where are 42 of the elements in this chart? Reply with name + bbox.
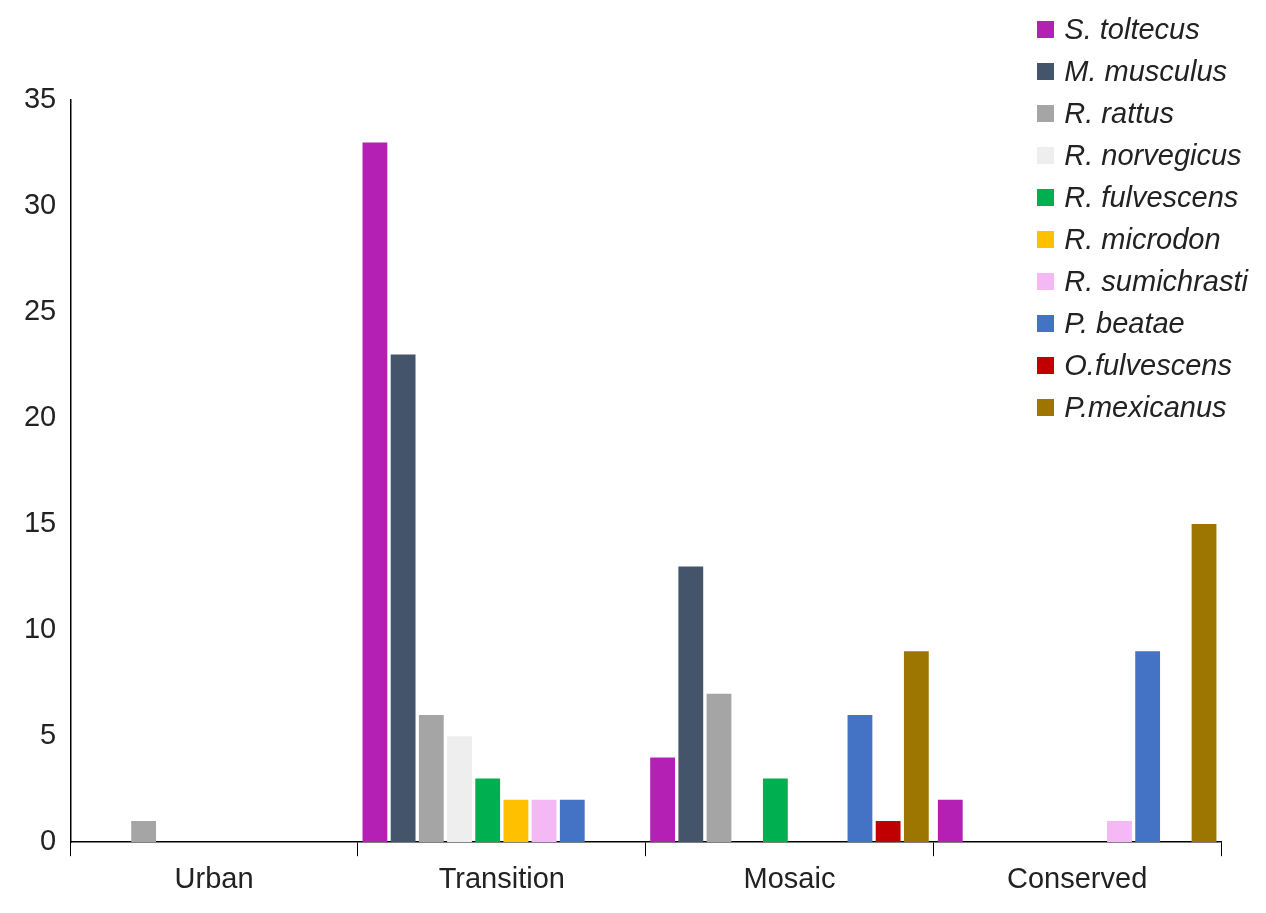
x-tick-label: Urban: [174, 861, 254, 894]
bar: [418, 714, 444, 843]
bar: [531, 799, 557, 843]
bar: [1191, 524, 1217, 843]
legend-label: R. microdon: [1064, 222, 1221, 257]
legend-label: M. musculus: [1064, 54, 1228, 89]
legend-label: S. toltecus: [1064, 12, 1200, 47]
bar: [678, 566, 704, 843]
y-tick-label: 20: [23, 400, 57, 433]
y-tick-label: 10: [23, 612, 57, 645]
bar: [1135, 651, 1161, 843]
bar: [1107, 820, 1132, 843]
bar: [475, 778, 501, 843]
bar: [875, 820, 901, 843]
legend-label: R. fulvescens: [1064, 180, 1239, 215]
x-tick-label: Transition: [438, 861, 565, 894]
bar: [937, 799, 963, 843]
x-tick-label: Mosaic: [743, 861, 836, 894]
bar: [847, 714, 873, 843]
bar: [762, 778, 788, 843]
legend-label: R. rattus: [1064, 96, 1174, 131]
legend-label: O.fulvescens: [1064, 348, 1232, 383]
y-tick-label: 5: [40, 718, 57, 751]
legend-label: P.mexicanus: [1064, 390, 1227, 425]
bar: [390, 354, 416, 843]
y-tick-label: 25: [23, 294, 57, 327]
bar: [447, 736, 472, 843]
y-tick-label: 0: [40, 824, 57, 857]
y-tick-label: 30: [23, 188, 57, 221]
y-tick-label: 15: [23, 506, 57, 539]
legend-label: P. beatae: [1064, 306, 1185, 341]
y-tick-label: 35: [23, 82, 57, 114]
bar: [650, 757, 676, 843]
bar: [559, 799, 585, 843]
bar: [131, 820, 157, 843]
bar: [503, 799, 529, 843]
bar: [903, 651, 929, 843]
legend-label: R. norvegicus: [1064, 138, 1242, 173]
bar: [706, 693, 732, 843]
legend-label: R. sumichrasti: [1064, 264, 1248, 299]
x-tick-label: Conserved: [1007, 861, 1148, 894]
bar: [362, 142, 388, 843]
